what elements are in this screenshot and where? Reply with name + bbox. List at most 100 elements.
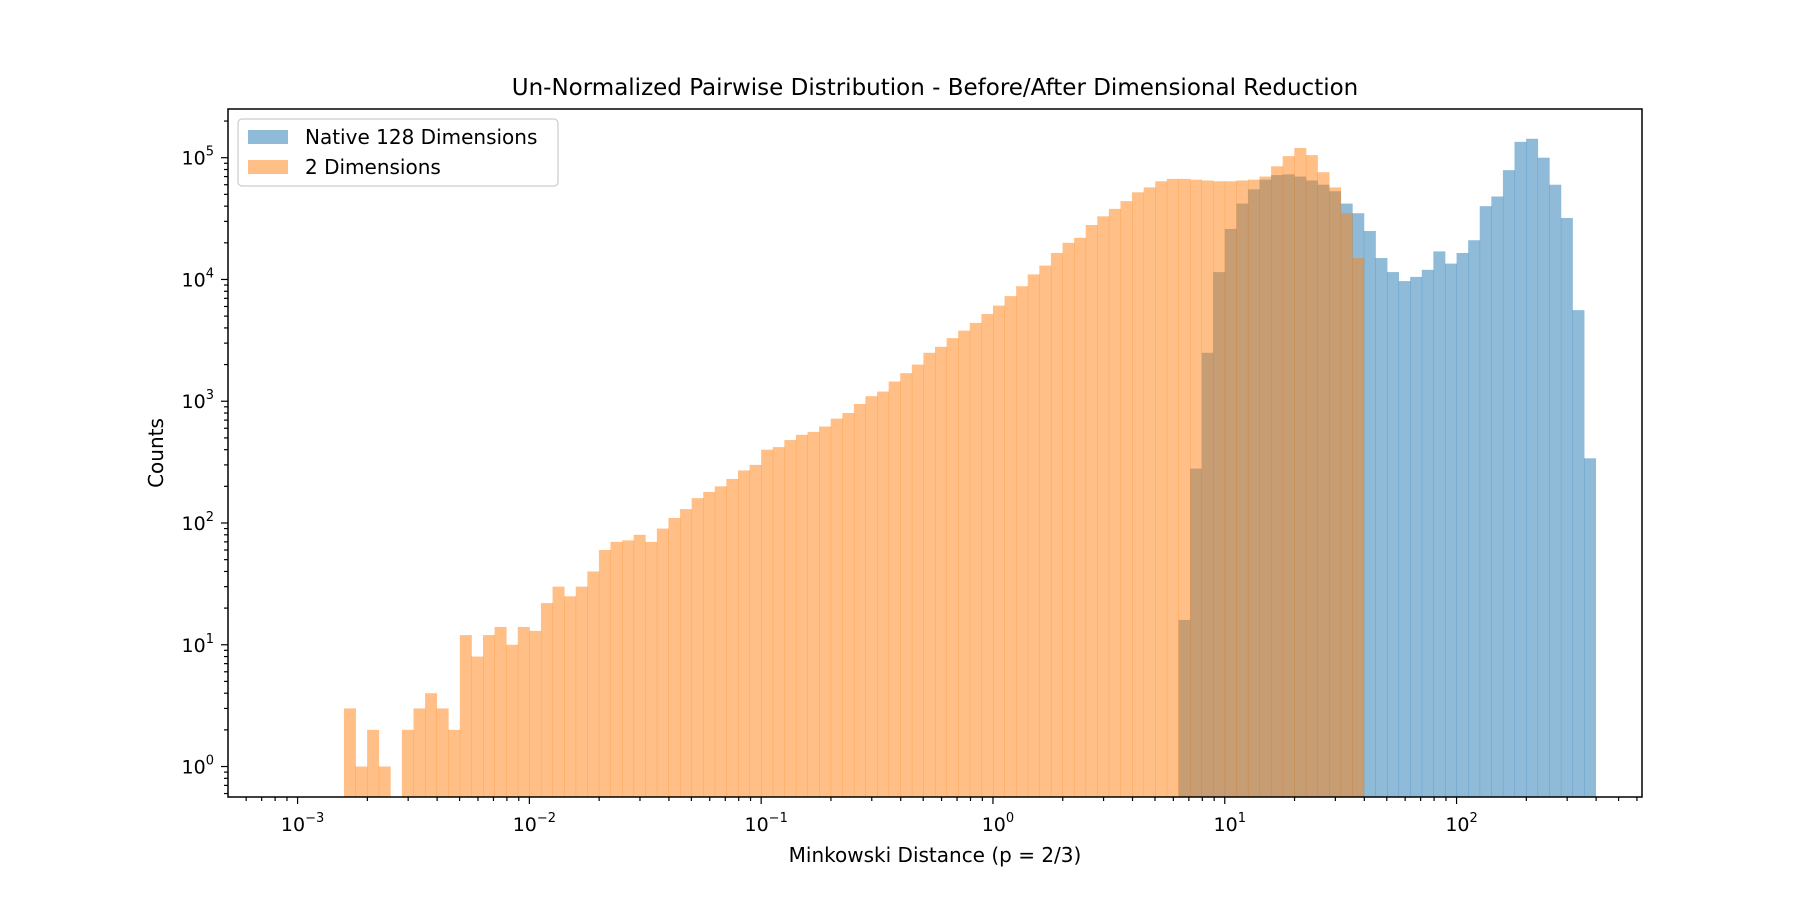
histogram-bar <box>1456 252 1469 798</box>
x-tick-label: 10−2 <box>513 811 556 836</box>
histogram-bar <box>923 352 936 797</box>
y-tick-label: 104 <box>182 266 214 291</box>
histogram-bar <box>587 571 600 797</box>
histogram-bar <box>1039 265 1052 798</box>
histogram-bar <box>795 434 808 797</box>
histogram-bar <box>726 478 739 797</box>
histogram-bar <box>1352 258 1365 797</box>
histogram-bar <box>680 509 693 797</box>
histogram-bar <box>1537 157 1550 797</box>
histogram-bar <box>425 693 438 797</box>
histogram-bar <box>1050 252 1063 798</box>
histogram-bar <box>1410 276 1423 797</box>
histogram-bar <box>1027 274 1040 797</box>
histogram-bar <box>761 449 774 797</box>
histogram-bar <box>1282 156 1295 797</box>
histogram-bar <box>877 391 890 797</box>
histogram-bar <box>1224 181 1237 797</box>
histogram-bar <box>1004 296 1017 797</box>
histogram-bar <box>1259 176 1272 797</box>
histogram-bar <box>1317 172 1330 798</box>
histogram-bar <box>1271 166 1284 798</box>
histogram-bar <box>911 364 924 797</box>
histogram-bar <box>865 396 878 797</box>
histogram-bar <box>610 541 623 797</box>
legend-swatch-2d <box>248 160 288 174</box>
histogram-bar <box>540 603 553 797</box>
histogram-bar <box>1062 242 1075 797</box>
plot-frame <box>227 108 1643 798</box>
histogram-bar <box>842 413 855 797</box>
histogram-bar <box>436 708 449 797</box>
histogram-bar <box>1444 263 1457 798</box>
legend-swatch-native <box>248 130 288 144</box>
histogram-bar <box>1421 269 1434 798</box>
histogram-bar <box>494 626 507 797</box>
histogram-bar <box>1166 178 1179 797</box>
histogram-bar <box>622 540 635 797</box>
x-axis: 10−3 10−2 10−1 100 101 102 <box>245 797 1638 836</box>
histogram-bar <box>900 373 913 797</box>
histogram-bar <box>784 440 797 797</box>
histogram-bar <box>1190 179 1202 797</box>
histogram-bar <box>1132 192 1145 798</box>
histogram-bar <box>714 486 727 797</box>
legend-label-native: Native 128 Dimensions <box>305 125 537 149</box>
histogram-bar <box>552 586 565 797</box>
histogram-bar <box>981 314 994 797</box>
histogram-bar <box>367 729 380 797</box>
histogram-bar <box>1572 310 1585 797</box>
histogram-bar <box>1526 138 1539 798</box>
x-tick-label: 100 <box>982 811 1014 836</box>
histogram-bar <box>703 491 716 797</box>
histogram-bar <box>645 541 658 797</box>
legend: Native 128 Dimensions 2 Dimensions <box>237 118 559 187</box>
histogram-bar <box>633 534 646 797</box>
histogram-bar <box>1375 258 1388 797</box>
histogram-bar <box>819 426 832 797</box>
series-1-bars <box>343 148 1365 798</box>
histogram-bar <box>749 464 762 797</box>
histogram-bar <box>1479 206 1492 797</box>
histogram-bar <box>1236 180 1249 798</box>
histogram-bar <box>598 550 611 797</box>
histogram-bar <box>1468 240 1481 798</box>
x-axis-label: Minkowski Distance (p = 2/3) <box>789 843 1082 867</box>
histogram-bar <box>1387 272 1400 798</box>
histogram-bar <box>378 766 391 797</box>
histogram-bar <box>1294 148 1307 797</box>
histogram-bar <box>1178 178 1191 797</box>
histogram-bar <box>1120 201 1133 797</box>
y-tick-label: 105 <box>182 145 214 170</box>
histogram-bar <box>448 729 461 797</box>
histogram-bar <box>691 498 704 797</box>
histogram-bar <box>355 766 368 797</box>
histogram-bar <box>1329 187 1342 797</box>
histogram-bar <box>807 431 820 797</box>
chart-title: Un-Normalized Pairwise Distribution - Be… <box>512 75 1359 101</box>
y-tick-label: 103 <box>182 388 214 413</box>
histogram-bar <box>1097 216 1110 797</box>
histogram-bar <box>1108 208 1121 797</box>
y-tick-label: 100 <box>182 754 214 779</box>
histogram-bar <box>471 656 484 797</box>
histogram-bar <box>888 381 901 797</box>
histogram-bar <box>343 708 356 797</box>
x-tick-label: 101 <box>1214 811 1246 836</box>
histogram-bar <box>517 626 530 797</box>
y-tick-label: 102 <box>182 510 214 535</box>
histogram-bar <box>1514 141 1527 798</box>
y-tick-label: 101 <box>182 632 214 657</box>
histogram-bar <box>1584 458 1597 797</box>
histogram-bar <box>564 596 577 797</box>
histogram-bar <box>969 322 982 797</box>
histogram-bar <box>1143 187 1156 797</box>
histogram-bar <box>1213 181 1226 797</box>
y-axis: 100 101 102 103 104 105 <box>182 120 228 795</box>
histogram-bar <box>401 729 414 797</box>
legend-label-2d: 2 Dimensions <box>305 155 441 179</box>
histogram-bar <box>1305 155 1318 797</box>
histogram-bar <box>668 517 681 797</box>
histogram-bar <box>935 346 948 797</box>
